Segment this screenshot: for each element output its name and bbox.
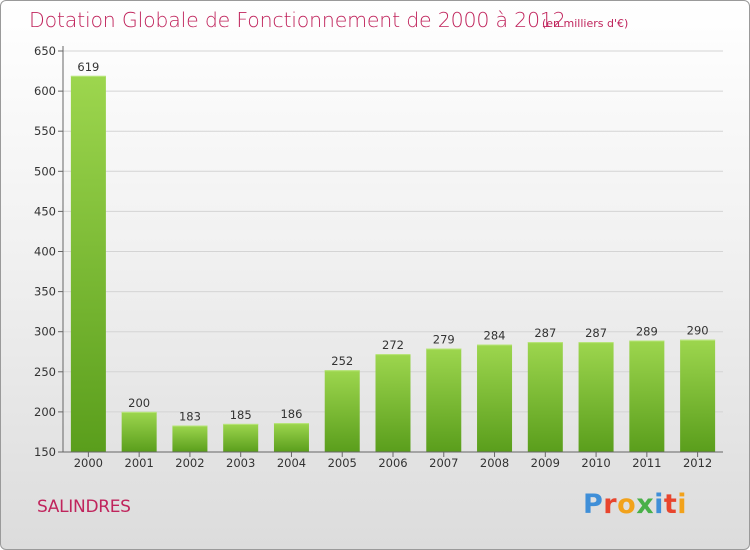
x-tick-label: 2012 (683, 456, 712, 470)
value-label: 272 (382, 338, 404, 352)
bar (223, 423, 259, 452)
bar (375, 354, 411, 452)
bar (273, 423, 309, 452)
x-tick-label: 2010 (581, 456, 610, 470)
bar (629, 340, 665, 452)
chart-subtitle: (en milliers d'€) (542, 17, 629, 30)
y-tick-label: 200 (34, 405, 56, 419)
value-label: 279 (433, 333, 455, 347)
x-tick-label: 2003 (226, 456, 255, 470)
bar (426, 348, 462, 452)
y-tick-label: 550 (34, 124, 56, 138)
x-tick-label: 2005 (328, 456, 357, 470)
value-label: 290 (687, 324, 709, 338)
value-label: 287 (534, 326, 556, 340)
x-tick-label: 2007 (429, 456, 458, 470)
y-tick-label: 250 (34, 365, 56, 379)
bar (477, 344, 513, 452)
x-tick-label: 2004 (277, 456, 306, 470)
value-label: 200 (128, 396, 150, 410)
logo-letter: t (663, 489, 678, 520)
bar (121, 411, 157, 452)
y-tick-label: 150 (34, 445, 56, 459)
value-label: 287 (585, 326, 607, 340)
x-tick-label: 2008 (480, 456, 509, 470)
proxiti-logo[interactable]: Proxiti (583, 489, 687, 520)
y-tick-label: 300 (34, 325, 56, 339)
value-label: 186 (280, 407, 302, 421)
value-label: 185 (230, 408, 252, 422)
value-label: 289 (636, 325, 658, 339)
value-label: 183 (179, 410, 201, 424)
x-tick-label: 2001 (125, 456, 154, 470)
x-tick-label: 2006 (378, 456, 407, 470)
bar (578, 342, 614, 452)
y-tick-label: 600 (34, 84, 56, 98)
y-tick-label: 400 (34, 245, 56, 259)
y-tick-label: 350 (34, 285, 56, 299)
logo-letter: r (603, 489, 618, 520)
logo-letter: i (677, 489, 688, 520)
y-tick-label: 650 (34, 44, 56, 58)
bar (680, 339, 716, 452)
bar (527, 342, 563, 452)
bar (172, 425, 208, 452)
chart-title: Dotation Globale de Fonctionnement de 20… (29, 8, 566, 32)
logo-letter: i (654, 489, 664, 520)
value-label: 252 (331, 354, 353, 368)
bar (70, 75, 106, 452)
logo-letter: o (617, 489, 637, 520)
x-tick-label: 2002 (175, 456, 204, 470)
logo-letter: P (583, 489, 604, 520)
y-tick-label: 450 (34, 204, 56, 218)
logo-letter: x (636, 489, 655, 520)
value-label: 284 (484, 329, 506, 343)
bar (324, 370, 360, 452)
x-tick-label: 2011 (632, 456, 661, 470)
x-tick-label: 2000 (74, 456, 103, 470)
y-tick-label: 500 (34, 164, 56, 178)
commune-name: SALINDRES (37, 497, 131, 517)
x-tick-label: 2009 (531, 456, 560, 470)
value-label: 619 (77, 60, 99, 74)
